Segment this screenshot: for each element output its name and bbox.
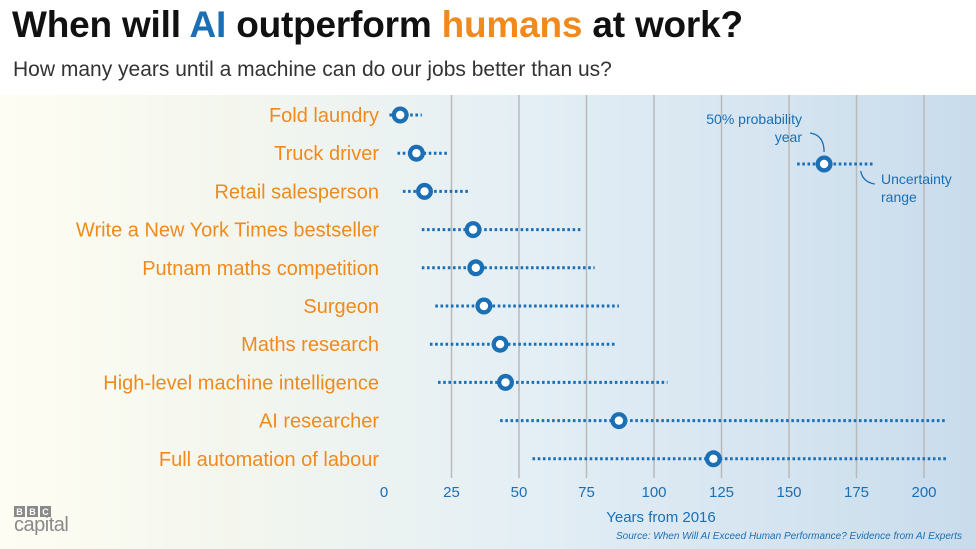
- x-tick-label: 150: [776, 484, 801, 501]
- x-tick-label: 175: [844, 484, 869, 501]
- category-label: Truck driver: [274, 143, 379, 165]
- probability-point: [464, 221, 482, 239]
- probability-point: [475, 297, 493, 315]
- title-humans-word: humans: [441, 4, 583, 45]
- x-tick-labels: 0 25 50 75 100 125 150 175 200: [380, 484, 937, 501]
- probability-point: [610, 412, 628, 430]
- legend-callout-line: [860, 170, 875, 185]
- bbc-blocks: B B C: [14, 506, 68, 517]
- category-label: Fold laundry: [269, 105, 379, 127]
- category-label: Retail salesperson: [214, 181, 379, 203]
- page-title: When will AI outperform humans at work?: [12, 4, 743, 46]
- category-label: Surgeon: [303, 296, 379, 318]
- probability-points: [391, 106, 722, 468]
- x-tick-label: 100: [641, 484, 666, 501]
- point-inner-hole: [614, 416, 624, 425]
- probability-point: [497, 373, 514, 391]
- point-inner-hole: [471, 263, 480, 272]
- x-tick-label: 75: [578, 484, 595, 501]
- probability-point: [467, 259, 485, 277]
- uncertainty-ranges: [389, 113, 949, 461]
- legend-label: range: [881, 189, 917, 205]
- point-inner-hole: [479, 301, 489, 311]
- x-tick-label: 25: [443, 484, 460, 501]
- page-subtitle: How many years until a machine can do ou…: [13, 58, 612, 81]
- x-tick-label: 125: [709, 484, 734, 501]
- chart: Fold laundry Truck driver Retail salespers…: [76, 95, 952, 526]
- category-label: AI researcher: [259, 411, 379, 433]
- legend-label: year: [775, 129, 803, 145]
- point-inner-hole: [501, 378, 510, 387]
- bbc-block: B: [27, 506, 38, 517]
- category-label: High-level machine intelligence: [103, 372, 379, 394]
- point-inner-hole: [396, 110, 405, 120]
- legend-label: 50% probability: [706, 111, 802, 127]
- category-label: Write a New York Times bestseller: [76, 220, 379, 242]
- point-inner-hole: [819, 159, 829, 169]
- category-labels: Fold laundry Truck driver Retail salespers…: [76, 105, 379, 471]
- source-note: Source: When Will AI Exceed Human Perfor…: [616, 531, 962, 542]
- category-label: Maths research: [241, 334, 379, 356]
- title-ai-word: AI: [189, 4, 227, 45]
- point-inner-hole: [420, 187, 429, 196]
- probability-point: [491, 335, 509, 353]
- point-inner-hole: [412, 149, 421, 158]
- probability-point: [391, 106, 409, 124]
- capital-wordmark: capital: [14, 514, 69, 536]
- legend-label: Uncertainty: [881, 171, 952, 187]
- header: When will AI outperform humans at work? …: [0, 0, 976, 95]
- point-inner-hole: [709, 454, 718, 463]
- title-text-2: outperform: [226, 4, 442, 45]
- bbc-block: B: [14, 506, 25, 517]
- grid-lines: [450, 95, 925, 478]
- point-inner-hole: [495, 340, 505, 349]
- probability-point: [704, 450, 722, 468]
- title-text-3: at work?: [582, 4, 743, 45]
- probability-point: [407, 144, 425, 162]
- probability-point: [416, 182, 433, 200]
- point-inner-hole: [468, 225, 478, 234]
- bbc-capital-logo: B B C capital: [14, 506, 69, 537]
- legend-callout-line: [809, 132, 825, 153]
- category-label: Full automation of labour: [159, 449, 379, 471]
- probability-point: [815, 155, 833, 173]
- x-axis-label: Years from 2016: [606, 509, 716, 526]
- x-tick-label: 0: [380, 484, 388, 501]
- chart-background: [0, 95, 976, 549]
- title-text-1: When will: [12, 4, 190, 45]
- x-tick-label: 200: [911, 484, 936, 501]
- category-label: Putnam maths competition: [142, 258, 379, 280]
- bbc-block: C: [40, 506, 51, 517]
- legend: 50% probability year Uncertainty range: [706, 111, 952, 205]
- x-tick-label: 50: [511, 484, 528, 501]
